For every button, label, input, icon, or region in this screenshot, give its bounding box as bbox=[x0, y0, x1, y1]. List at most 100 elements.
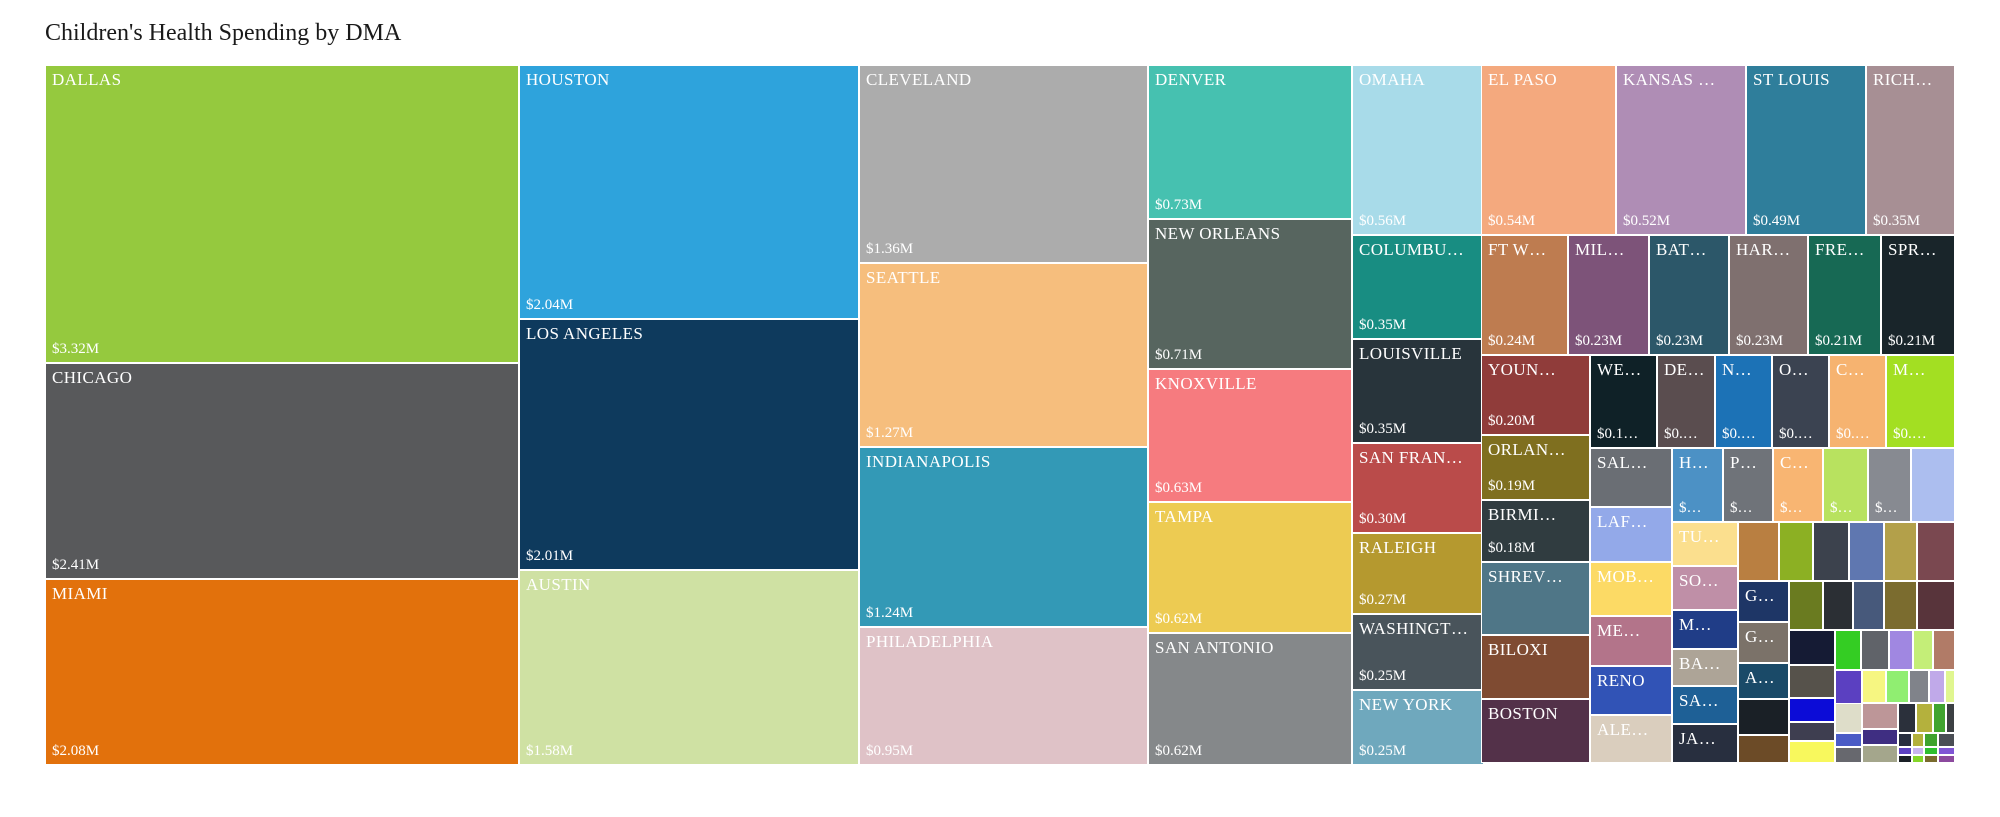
treemap-cell[interactable] bbox=[1933, 630, 1955, 670]
treemap-cell[interactable] bbox=[1898, 733, 1912, 747]
treemap-cell[interactable] bbox=[1779, 522, 1813, 581]
treemap-cell-n[interactable]: N… $0.… bbox=[1715, 355, 1772, 448]
treemap-cell-chicago[interactable]: CHICAGO $2.41M bbox=[45, 363, 519, 579]
treemap-cell[interactable] bbox=[1813, 522, 1849, 581]
treemap-cell-c[interactable]: C… $0.… bbox=[1829, 355, 1886, 448]
treemap-cell[interactable] bbox=[1884, 522, 1917, 581]
treemap-cell[interactable] bbox=[1835, 747, 1862, 763]
treemap-cell-g[interactable]: G… bbox=[1738, 581, 1789, 622]
treemap-cell[interactable] bbox=[1862, 745, 1898, 763]
treemap-cell[interactable] bbox=[1789, 581, 1823, 630]
treemap-cell-shrev[interactable]: SHREV… bbox=[1481, 562, 1590, 635]
treemap-cell-bat[interactable]: BAT… $0.23M bbox=[1649, 235, 1729, 355]
treemap-cell[interactable] bbox=[1938, 747, 1955, 755]
treemap-cell-youn[interactable]: YOUN… $0.20M bbox=[1481, 355, 1590, 435]
treemap-cell-new-orleans[interactable]: NEW ORLEANS $0.71M bbox=[1148, 219, 1352, 369]
treemap-cell[interactable] bbox=[1835, 630, 1861, 670]
treemap-cell[interactable] bbox=[1789, 741, 1835, 763]
treemap-cell-cleveland[interactable]: CLEVELAND $1.36M bbox=[859, 65, 1148, 263]
treemap-cell-p[interactable]: P… $… bbox=[1723, 448, 1773, 522]
treemap-cell-we[interactable]: WE… $0.1… bbox=[1590, 355, 1657, 448]
treemap-cell[interactable] bbox=[1909, 670, 1929, 703]
treemap-cell-dallas[interactable]: DALLAS $3.32M bbox=[45, 65, 519, 363]
treemap-cell[interactable] bbox=[1913, 630, 1933, 670]
treemap-cell-so[interactable]: SO… bbox=[1672, 566, 1738, 610]
treemap-cell[interactable] bbox=[1849, 522, 1884, 581]
treemap-cell[interactable] bbox=[1911, 448, 1955, 522]
treemap-cell-sal[interactable]: SAL… bbox=[1590, 448, 1672, 507]
treemap-cell[interactable] bbox=[1835, 670, 1862, 706]
treemap-cell-sa[interactable]: SA… bbox=[1672, 686, 1738, 724]
treemap-cell-rich[interactable]: RICH… $0.35M bbox=[1866, 65, 1955, 235]
treemap-cell-reno[interactable]: RENO bbox=[1590, 666, 1672, 715]
treemap-cell-g[interactable]: G… bbox=[1738, 622, 1789, 663]
treemap-cell-a[interactable]: A… bbox=[1738, 663, 1789, 699]
treemap-cell[interactable] bbox=[1898, 747, 1912, 755]
treemap-cell[interactable] bbox=[1738, 735, 1789, 763]
treemap-cell[interactable] bbox=[1886, 670, 1909, 703]
treemap-cell-el-paso[interactable]: EL PASO $0.54M bbox=[1481, 65, 1616, 235]
treemap-cell-mil[interactable]: MIL… $0.23M bbox=[1568, 235, 1649, 355]
treemap-cell[interactable] bbox=[1823, 581, 1853, 630]
treemap-cell[interactable] bbox=[1917, 581, 1955, 630]
treemap-cell-o[interactable]: O… $0.… bbox=[1772, 355, 1829, 448]
treemap-cell-mob[interactable]: MOB… bbox=[1590, 562, 1672, 616]
treemap-cell[interactable] bbox=[1945, 670, 1955, 703]
treemap-cell[interactable] bbox=[1789, 698, 1835, 722]
treemap-cell-ale[interactable]: ALE… bbox=[1590, 715, 1672, 763]
treemap-cell-knoxville[interactable]: KNOXVILLE $0.63M bbox=[1148, 369, 1352, 502]
treemap-cell-orlan[interactable]: ORLAN… $0.19M bbox=[1481, 435, 1590, 500]
treemap-cell[interactable] bbox=[1938, 755, 1955, 763]
treemap-cell[interactable] bbox=[1898, 755, 1912, 763]
treemap-cell-boston[interactable]: BOSTON bbox=[1481, 699, 1590, 763]
treemap-cell-washingt[interactable]: WASHINGT… $0.25M bbox=[1352, 614, 1484, 690]
treemap-cell[interactable] bbox=[1789, 722, 1835, 741]
treemap-cell-raleigh[interactable]: RALEIGH $0.27M bbox=[1352, 533, 1484, 614]
treemap-cell-ft-w[interactable]: FT W… $0.24M bbox=[1481, 235, 1568, 355]
treemap-cell-har[interactable]: HAR… $0.23M bbox=[1729, 235, 1808, 355]
treemap-cell[interactable] bbox=[1946, 703, 1955, 733]
treemap-cell-san-fran[interactable]: SAN FRAN… $0.30M bbox=[1352, 443, 1484, 533]
treemap-cell-ba[interactable]: BA… bbox=[1672, 649, 1738, 686]
treemap-cell-m[interactable]: M… bbox=[1672, 610, 1738, 649]
treemap-cell-me[interactable]: ME… bbox=[1590, 616, 1672, 666]
treemap-cell[interactable] bbox=[1929, 670, 1945, 703]
treemap-cell-miami[interactable]: MIAMI $2.08M bbox=[45, 579, 519, 765]
treemap-cell[interactable] bbox=[1862, 703, 1898, 729]
treemap-cell[interactable] bbox=[1912, 747, 1924, 755]
treemap-cell-spr[interactable]: SPR… $0.21M bbox=[1881, 235, 1955, 355]
treemap-cell[interactable] bbox=[1853, 581, 1884, 630]
treemap-cell[interactable] bbox=[1912, 755, 1924, 763]
treemap-cell-denver[interactable]: DENVER $0.73M bbox=[1148, 65, 1352, 219]
treemap-cell-los-angeles[interactable]: LOS ANGELES $2.01M bbox=[519, 319, 859, 570]
treemap-cell-houston[interactable]: HOUSTON $2.04M bbox=[519, 65, 859, 319]
treemap-cell[interactable] bbox=[1917, 522, 1955, 581]
treemap-cell-seattle[interactable]: SEATTLE $1.27M bbox=[859, 263, 1148, 447]
treemap-cell[interactable] bbox=[1924, 755, 1938, 763]
treemap-cell[interactable] bbox=[1861, 630, 1889, 670]
treemap-cell[interactable] bbox=[1738, 699, 1789, 735]
treemap-cell[interactable] bbox=[1938, 733, 1955, 747]
treemap-cell-birmi[interactable]: BIRMI… $0.18M bbox=[1481, 500, 1590, 562]
treemap-cell-san-antonio[interactable]: SAN ANTONIO $0.62M bbox=[1148, 633, 1352, 765]
treemap-cell-c[interactable]: C… $… bbox=[1773, 448, 1823, 522]
treemap-cell[interactable] bbox=[1789, 665, 1835, 698]
treemap-cell-philadelphia[interactable]: PHILADELPHIA $0.95M bbox=[859, 627, 1148, 765]
treemap-cell[interactable] bbox=[1912, 733, 1924, 747]
treemap-cell-biloxi[interactable]: BILOXI bbox=[1481, 635, 1590, 699]
treemap-cell-st-louis[interactable]: ST LOUIS $0.49M bbox=[1746, 65, 1866, 235]
treemap-cell-m[interactable]: M… $0.… bbox=[1886, 355, 1955, 448]
treemap-cell-ja[interactable]: JA… bbox=[1672, 724, 1738, 763]
treemap-cell[interactable] bbox=[1933, 703, 1946, 733]
treemap-cell[interactable] bbox=[1889, 630, 1913, 670]
treemap-cell-louisville[interactable]: LOUISVILLE $0.35M bbox=[1352, 339, 1484, 443]
treemap-cell-new-york[interactable]: NEW YORK $0.25M bbox=[1352, 690, 1484, 765]
treemap-cell[interactable] bbox=[1916, 703, 1933, 733]
treemap-cell[interactable]: $… bbox=[1823, 448, 1868, 522]
treemap-cell-de[interactable]: DE… $0.… bbox=[1657, 355, 1715, 448]
treemap-cell[interactable] bbox=[1738, 522, 1779, 581]
treemap-cell[interactable] bbox=[1862, 670, 1886, 703]
treemap-cell[interactable] bbox=[1924, 733, 1938, 747]
treemap-cell-h[interactable]: H… $… bbox=[1672, 448, 1723, 522]
treemap-cell-tampa[interactable]: TAMPA $0.62M bbox=[1148, 502, 1352, 633]
